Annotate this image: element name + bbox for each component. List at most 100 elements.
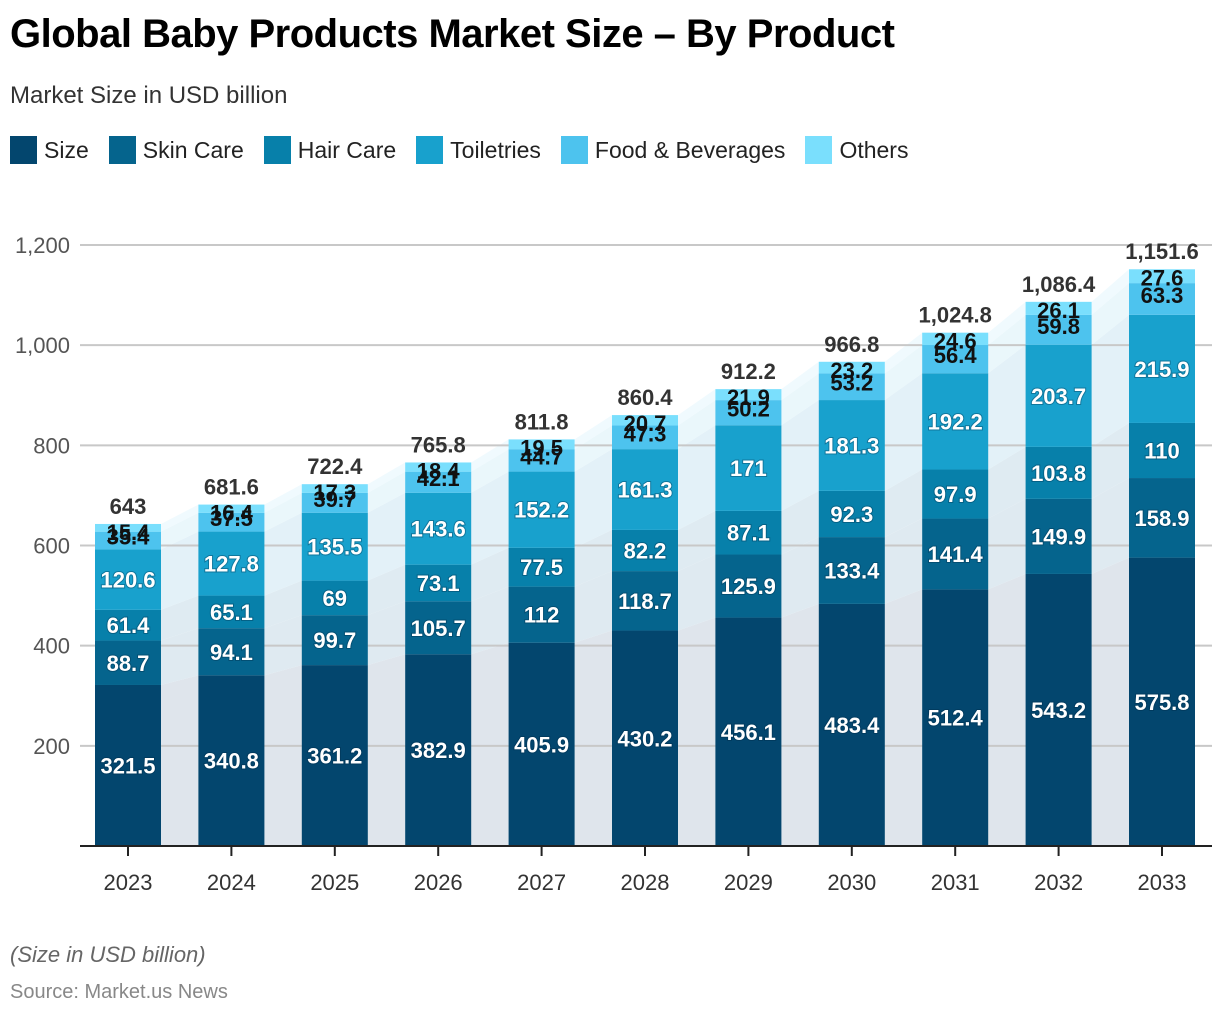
- chart-subtitle: Market Size in USD billion: [10, 82, 288, 109]
- data-label: 149.9: [1031, 524, 1086, 549]
- bar-segment: [198, 531, 265, 596]
- bar-segment: [301, 512, 368, 581]
- bar-segment: [922, 373, 989, 470]
- legend-item-food-beverages[interactable]: Food & Beverages: [560, 136, 785, 164]
- bar-segment: [198, 512, 265, 532]
- bar-segment: [198, 504, 265, 513]
- data-label: 161.3: [617, 478, 672, 503]
- legend-item-others[interactable]: Others: [805, 136, 908, 164]
- legend-swatch-others: [805, 136, 833, 164]
- x-tick-label: 2025: [310, 870, 359, 895]
- data-label: 135.5: [307, 535, 362, 560]
- data-label: 82.2: [624, 539, 667, 564]
- x-tick-label: 2032: [1034, 870, 1083, 895]
- data-label: 181.3: [824, 433, 879, 458]
- legend-swatch-skin-care: [108, 136, 136, 164]
- data-label: 118.7: [618, 589, 672, 614]
- data-label: 37.5: [210, 506, 253, 531]
- source-text: Source: Market.us News: [10, 981, 228, 1003]
- data-label: 382.9: [411, 738, 466, 763]
- legend-label-toiletries: Toiletries: [450, 136, 541, 163]
- data-label: 17.3: [313, 480, 356, 505]
- bar-segment: [1025, 301, 1092, 315]
- legend: Size Skin Care Hair Care Toiletries Food…: [10, 136, 928, 164]
- bar-segment: [95, 523, 161, 532]
- legend-label-size: Size: [44, 136, 89, 163]
- bar-segment: [301, 484, 368, 493]
- data-label: 24.6: [934, 329, 977, 354]
- x-tick-label: 2024: [207, 870, 256, 895]
- data-label: 20.7: [624, 411, 667, 436]
- axes: 2023 2024 2025 2026 2027 2028 2029 2030 2031 2032…: [80, 845, 1212, 895]
- data-label: 69: [323, 586, 347, 611]
- data-label: 94.1: [210, 640, 253, 665]
- data-label: 112: [524, 603, 560, 628]
- bar-segment: [508, 449, 575, 472]
- data-label: 50.2: [727, 397, 770, 422]
- legend-item-hair-care[interactable]: Hair Care: [263, 136, 397, 164]
- data-label: 87.1: [727, 521, 770, 546]
- bars: [95, 269, 1195, 846]
- bar-segment: [1129, 283, 1195, 315]
- x-tick-label: 2029: [724, 870, 773, 895]
- legend-item-size[interactable]: Size: [10, 136, 89, 164]
- bar-segment: [198, 595, 265, 629]
- data-label: 19.5: [520, 435, 563, 460]
- data-label: 105.7: [411, 616, 466, 641]
- data-label: 125.9: [721, 574, 776, 599]
- bar-segment: [922, 589, 989, 846]
- data-label: 42.1: [417, 466, 460, 491]
- bar-segment: [95, 531, 161, 550]
- bar-segment: [715, 400, 782, 426]
- bar-segment: [612, 449, 678, 530]
- data-label: 543.2: [1031, 698, 1086, 723]
- legend-label-hair-care: Hair Care: [297, 136, 397, 163]
- legend-item-skin-care[interactable]: Skin Care: [108, 136, 244, 164]
- bar-segment: [405, 462, 472, 472]
- bar-segment: [95, 640, 161, 685]
- data-label: 92.3: [830, 502, 873, 527]
- legend-swatch-toiletries: [416, 136, 444, 164]
- data-label: 171: [730, 456, 767, 481]
- total-label: 1,024.8: [918, 303, 991, 328]
- data-label: 405.9: [514, 732, 569, 757]
- footnote: (Size in USD billion): [10, 942, 206, 967]
- x-tick-label: 2028: [621, 870, 670, 895]
- total-label: 811.8: [515, 409, 569, 434]
- bar-segment: [95, 609, 161, 641]
- x-tick-label: 2030: [827, 870, 876, 895]
- bar-segment: [715, 389, 782, 401]
- data-label: 56.4: [934, 343, 978, 368]
- bar-segment: [922, 518, 989, 590]
- data-label: 152.2: [514, 498, 569, 523]
- legend-item-toiletries[interactable]: Toiletries: [416, 136, 541, 164]
- data-label: 103.8: [1031, 461, 1086, 486]
- bar-segment: [1129, 478, 1195, 558]
- bar-segment: [301, 580, 368, 616]
- data-label: 35.4: [107, 525, 151, 550]
- area-layer-5: [95, 269, 1195, 532]
- bar-segment: [95, 684, 161, 846]
- bar-segment: [1129, 557, 1195, 846]
- bar-segment: [1129, 314, 1195, 423]
- data-label: 192.2: [928, 409, 983, 434]
- data-label: 158.9: [1134, 506, 1189, 531]
- bar-segment: [1025, 573, 1092, 846]
- data-label: 215.9: [1134, 357, 1189, 382]
- bar-segment: [508, 586, 575, 643]
- legend-swatch-size: [10, 136, 37, 164]
- bar-segment: [405, 471, 472, 493]
- bar-segment: [612, 529, 678, 572]
- data-label: 53.2: [830, 371, 873, 396]
- bar-segment: [715, 554, 782, 618]
- bar-segment: [1129, 269, 1195, 284]
- bar-segment: [1129, 422, 1195, 479]
- x-tick-label: 2031: [931, 870, 980, 895]
- total-label: 722.4: [307, 454, 363, 479]
- bar-segment: [508, 547, 575, 587]
- data-label: 61.4: [107, 613, 151, 638]
- x-tick-label: 2033: [1138, 870, 1187, 895]
- y-tick-label: 200: [33, 734, 70, 759]
- x-tick-label: 2026: [414, 870, 463, 895]
- bar-segment: [301, 665, 368, 846]
